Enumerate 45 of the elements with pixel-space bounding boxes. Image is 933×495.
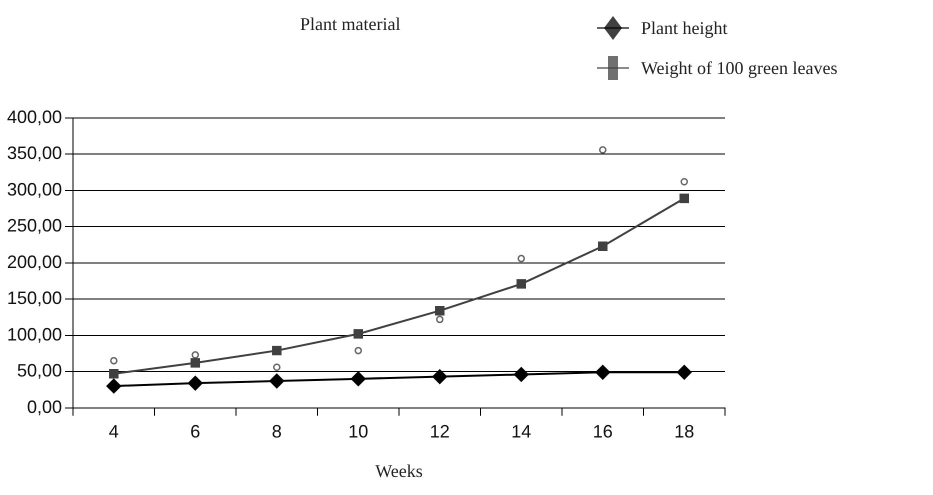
point [436, 316, 444, 324]
point [432, 369, 448, 384]
x-axis-title: Weeks [375, 460, 423, 481]
x-tick-label: 6 [190, 422, 200, 442]
point [595, 364, 610, 380]
point [514, 366, 529, 382]
y-tick-label: 0,00 [27, 396, 62, 417]
x-tick-label: 18 [674, 422, 694, 442]
point [190, 358, 200, 368]
point [106, 378, 122, 394]
y-tick-label: 350,00 [6, 143, 62, 164]
point [354, 329, 364, 339]
point [518, 254, 526, 262]
y-tick-label: 400,00 [6, 106, 62, 127]
point [354, 346, 362, 354]
point [350, 371, 366, 386]
point [599, 146, 607, 154]
y-tick-label: 150,00 [6, 288, 62, 308]
x-tick-label: 12 [430, 422, 450, 442]
point [109, 369, 119, 378]
point [598, 241, 608, 251]
y-tick-label: 250,00 [6, 216, 62, 236]
legend-label: Plant height [641, 18, 728, 38]
point [516, 279, 526, 289]
chart-title: Plant material [300, 14, 400, 35]
point [435, 306, 445, 316]
y-tick-label: 50,00 [17, 360, 62, 381]
point [269, 373, 284, 388]
point [272, 346, 282, 356]
x-tick-label: 14 [511, 422, 532, 442]
x-tick-label: 4 [108, 422, 119, 442]
point [676, 364, 692, 380]
x-tick-label: 10 [348, 422, 368, 442]
point [680, 194, 689, 204]
point [680, 178, 688, 186]
y-tick-label: 100,00 [6, 324, 62, 344]
point [192, 351, 200, 359]
y-tick-label: 200,00 [6, 252, 62, 272]
y-tick-label: 300,00 [6, 179, 62, 200]
legend-label: Weight of 100 green leaves [641, 58, 838, 78]
point [110, 356, 118, 364]
x-tick-label: 8 [272, 422, 282, 442]
point [273, 363, 281, 371]
point [188, 376, 203, 391]
x-tick-label: 16 [592, 422, 613, 442]
